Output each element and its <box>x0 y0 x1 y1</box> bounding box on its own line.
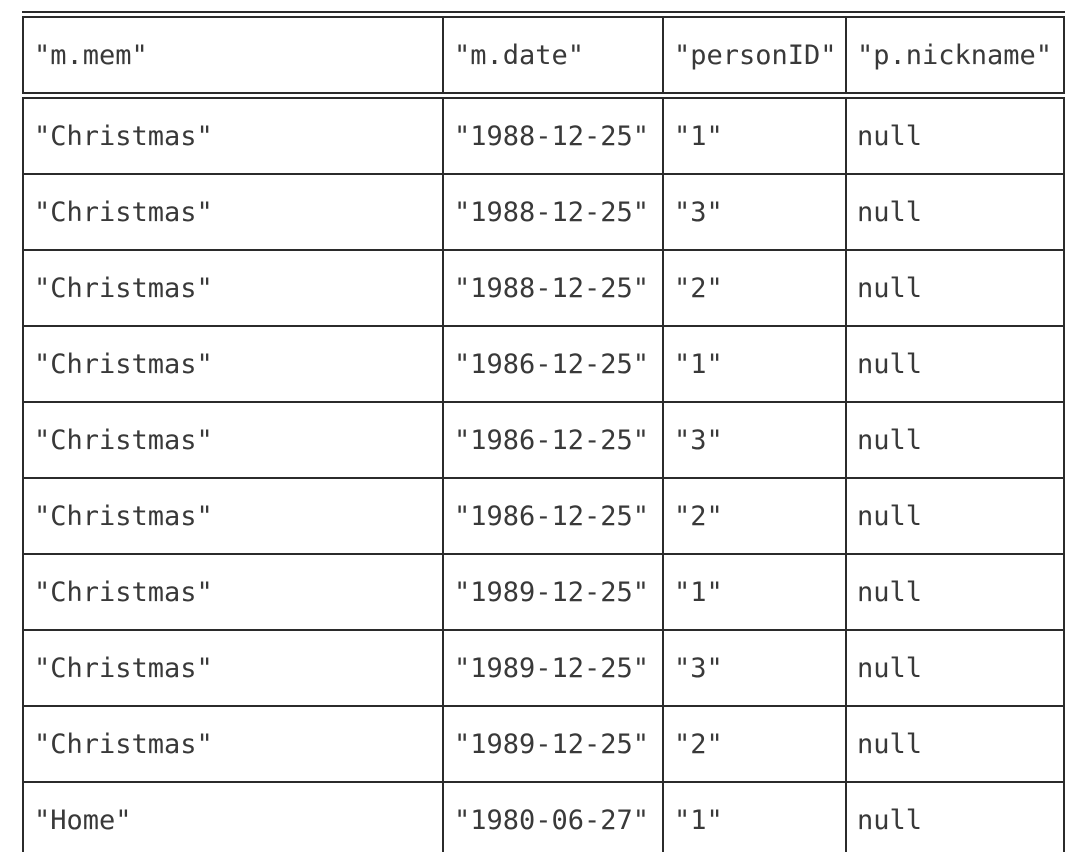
table-cell: "1" <box>662 325 847 403</box>
table-cell: "2" <box>662 249 847 327</box>
result-table: "m.mem" "m.date" "personID" "p.nickname" "C… <box>22 11 1065 852</box>
table-cell: "3" <box>662 173 847 251</box>
table-cell: null <box>845 249 1065 327</box>
table-row: "Christmas" "1989-12-25" "3" null <box>22 629 1065 707</box>
table-cell: "Christmas" <box>22 249 444 327</box>
table-cell: null <box>845 629 1065 707</box>
table-cell: "2" <box>662 477 847 555</box>
table-cell: null <box>845 94 1065 175</box>
table-cell: "Christmas" <box>22 94 444 175</box>
column-header: "m.date" <box>442 11 664 99</box>
table-row: "Christmas" "1986-12-25" "3" null <box>22 401 1065 479</box>
table-cell: "Christmas" <box>22 629 444 707</box>
table-row: "Christmas" "1989-12-25" "2" null <box>22 705 1065 783</box>
table-cell: "1989-12-25" <box>442 629 664 707</box>
column-header: "m.mem" <box>22 11 444 99</box>
table-body: "Christmas" "1988-12-25" "1" null "Christmas… <box>22 94 1065 852</box>
table-row: "Christmas" "1989-12-25" "1" null <box>22 553 1065 631</box>
table-cell: "2" <box>662 705 847 783</box>
table-cell: "Home" <box>22 781 444 852</box>
table-cell: null <box>845 325 1065 403</box>
table-row: "Christmas" "1988-12-25" "1" null <box>22 94 1065 175</box>
table-row: "Home" "1980-06-27" "1" null <box>22 781 1065 852</box>
table-cell: null <box>845 781 1065 852</box>
table-cell: "Christmas" <box>22 325 444 403</box>
table-row: "Christmas" "1988-12-25" "2" null <box>22 249 1065 327</box>
table-cell: null <box>845 173 1065 251</box>
table-cell: "Christmas" <box>22 553 444 631</box>
table-cell: "1980-06-27" <box>442 781 664 852</box>
table-cell: "1988-12-25" <box>442 94 664 175</box>
table-cell: "3" <box>662 629 847 707</box>
table-cell: "1989-12-25" <box>442 553 664 631</box>
table-cell: "Christmas" <box>22 477 444 555</box>
table-cell: "Christmas" <box>22 705 444 783</box>
table-row: "Christmas" "1986-12-25" "2" null <box>22 477 1065 555</box>
table-cell: "1986-12-25" <box>442 477 664 555</box>
table-cell: "1989-12-25" <box>442 705 664 783</box>
table-cell: null <box>845 477 1065 555</box>
table-row: "Christmas" "1986-12-25" "1" null <box>22 325 1065 403</box>
table-cell: "1" <box>662 94 847 175</box>
column-header: "p.nickname" <box>845 11 1065 99</box>
table-cell: "1988-12-25" <box>442 249 664 327</box>
table-row: "Christmas" "1988-12-25" "3" null <box>22 173 1065 251</box>
table-cell: "1" <box>662 781 847 852</box>
column-header: "personID" <box>662 11 847 99</box>
table-cell: "1986-12-25" <box>442 401 664 479</box>
table-cell: "1" <box>662 553 847 631</box>
header-row: "m.mem" "m.date" "personID" "p.nickname" <box>22 11 1065 99</box>
table-cell: "1986-12-25" <box>442 325 664 403</box>
table-cell: "Christmas" <box>22 173 444 251</box>
table-cell: null <box>845 705 1065 783</box>
table-cell: "1988-12-25" <box>442 173 664 251</box>
table-cell: null <box>845 553 1065 631</box>
table-header: "m.mem" "m.date" "personID" "p.nickname" <box>22 11 1065 99</box>
table-cell: "3" <box>662 401 847 479</box>
table-cell: null <box>845 401 1065 479</box>
table-cell: "Christmas" <box>22 401 444 479</box>
